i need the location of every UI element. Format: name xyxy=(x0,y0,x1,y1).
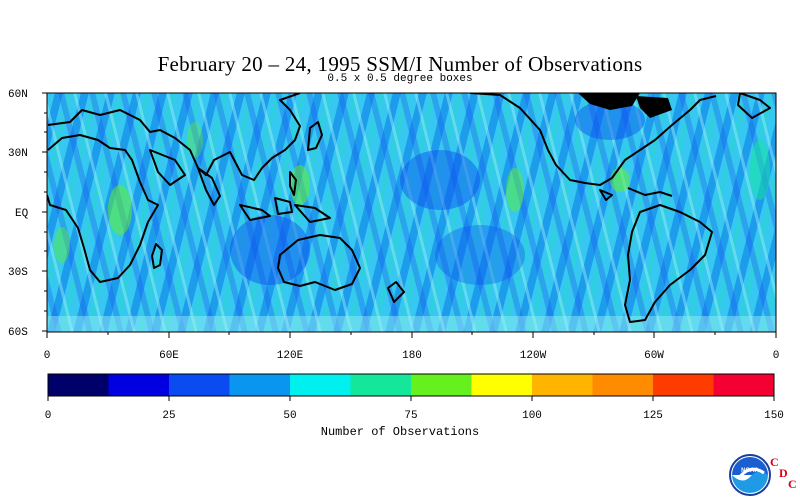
observation-field xyxy=(47,93,776,332)
lon-label-0-left: 0 xyxy=(44,350,51,362)
colorbar-swatch xyxy=(350,374,412,396)
lat-ticks xyxy=(42,92,47,332)
colorbar-swatch xyxy=(290,374,351,396)
cdc-letter-c2: C xyxy=(788,477,797,491)
colorbar-tick-125: 125 xyxy=(643,410,663,422)
colorbar-swatch xyxy=(653,374,714,396)
colorbar-tick-150: 150 xyxy=(764,410,784,422)
colorbar-swatch xyxy=(108,374,170,396)
lon-label-0-right: 0 xyxy=(773,350,780,362)
colorbar-swatch xyxy=(411,374,472,396)
colorbar-tick-25: 25 xyxy=(162,410,175,422)
colorbar-swatch xyxy=(169,374,230,396)
noaa-logo: NOAA xyxy=(728,453,772,497)
coastlines xyxy=(47,93,771,323)
chart-title: February 20 – 24, 1995 SSM/I Number of O… xyxy=(157,52,643,76)
colorbar-swatch xyxy=(713,374,775,396)
chart-subtitle: 0.5 x 0.5 degree boxes xyxy=(327,73,473,85)
colorbar-tick-100: 100 xyxy=(522,410,542,422)
lon-label-120e: 120E xyxy=(277,350,304,362)
cdc-letter-d: D xyxy=(779,466,788,480)
colorbar-swatch xyxy=(592,374,654,396)
colorbar xyxy=(48,374,775,396)
lat-label-60s: 60S xyxy=(8,327,28,339)
lon-label-60e: 60E xyxy=(159,350,179,362)
colorbar-label: Number of Observations xyxy=(320,425,480,439)
colorbar-swatch xyxy=(471,374,533,396)
lon-ticks xyxy=(46,332,777,338)
lon-label-180: 180 xyxy=(402,350,422,362)
lat-label-30n: 30N xyxy=(8,148,28,160)
lon-label-120w: 120W xyxy=(520,350,547,362)
lat-label-60n: 60N xyxy=(8,89,28,101)
colorbar-tick-75: 75 xyxy=(404,410,417,422)
colorbar-swatch xyxy=(48,374,109,396)
lon-label-60w: 60W xyxy=(644,350,664,362)
colorbar-swatch xyxy=(532,374,593,396)
colorbar-ticks xyxy=(47,396,775,401)
lat-label-eq: EQ xyxy=(15,208,29,220)
colorbar-tick-0: 0 xyxy=(45,410,52,422)
noaa-text: NOAA xyxy=(741,468,759,474)
colorbar-tick-50: 50 xyxy=(283,410,296,422)
colorbar-swatch xyxy=(229,374,291,396)
lat-label-30s: 30S xyxy=(8,267,28,279)
cdc-letter-c1: C xyxy=(770,455,779,469)
